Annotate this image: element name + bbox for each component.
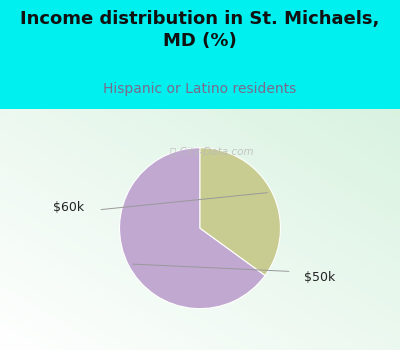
Wedge shape bbox=[120, 148, 265, 309]
Text: ⓘ City-Data.com: ⓘ City-Data.com bbox=[170, 147, 254, 158]
Wedge shape bbox=[200, 148, 280, 275]
Text: $60k: $60k bbox=[53, 201, 84, 214]
Text: Income distribution in St. Michaels,
MD (%): Income distribution in St. Michaels, MD … bbox=[20, 10, 380, 50]
Text: Hispanic or Latino residents: Hispanic or Latino residents bbox=[103, 82, 297, 96]
Text: $50k: $50k bbox=[304, 271, 335, 284]
